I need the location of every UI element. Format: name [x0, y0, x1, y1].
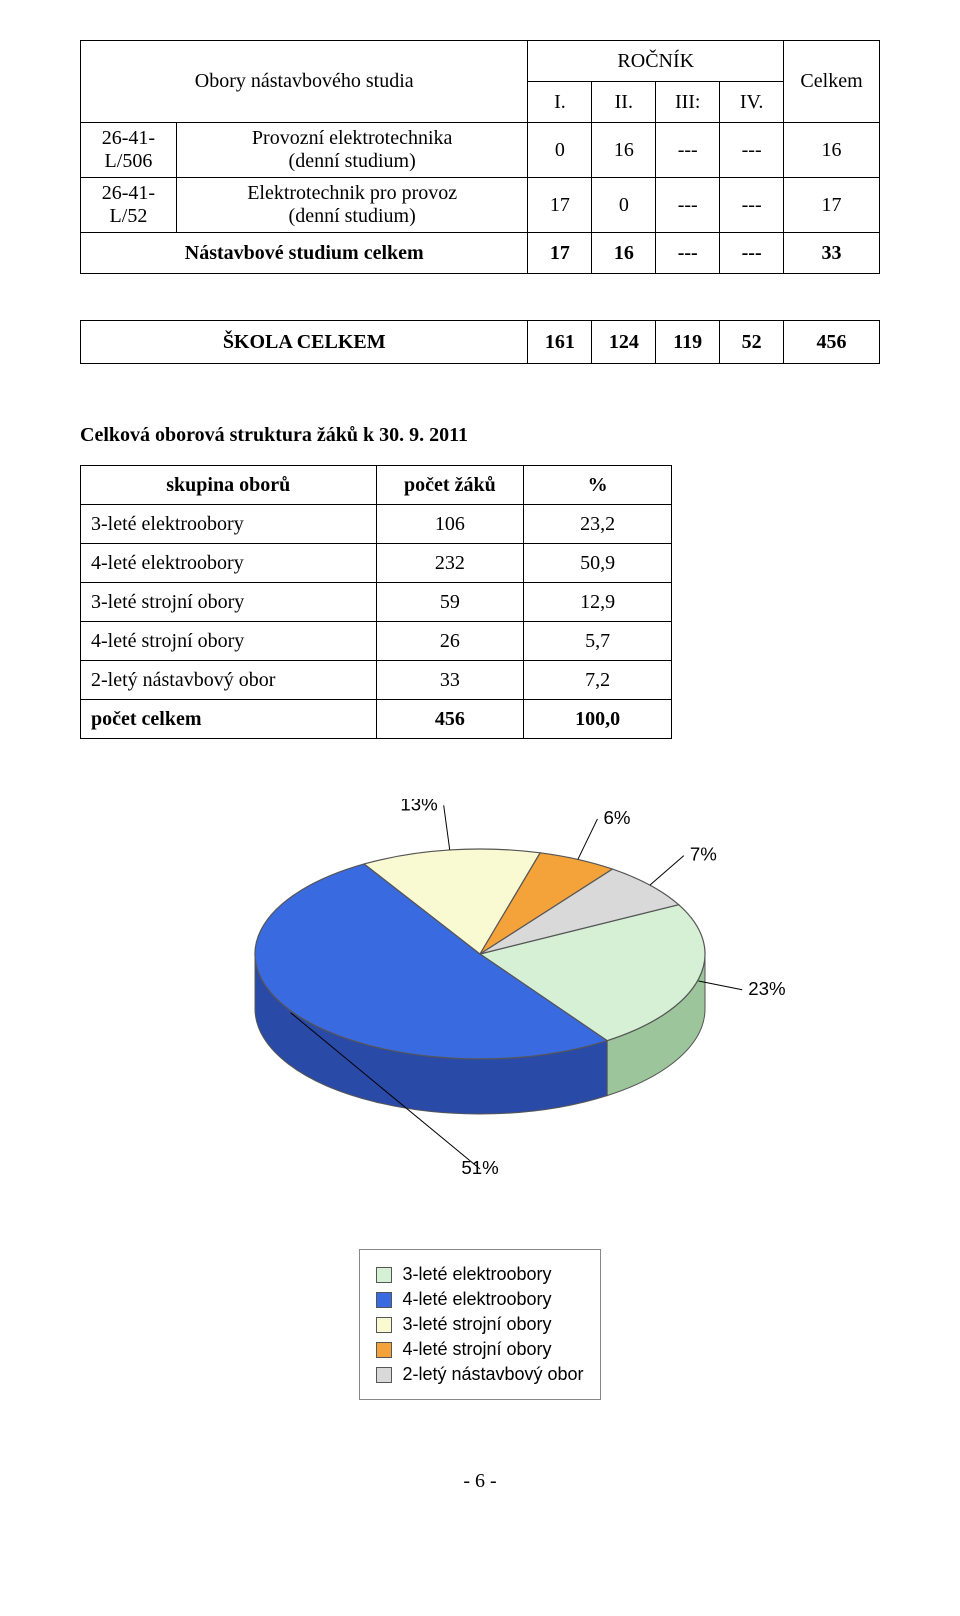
cell: 2-letý nástavbový obor [81, 661, 377, 700]
chart-legend: 3-leté elektroobory 4-leté elektroobory 3-… [359, 1249, 600, 1400]
cell: 50,9 [524, 544, 672, 583]
cell: 4-leté elektroobory [81, 544, 377, 583]
legend-label: 2-letý nástavbový obor [402, 1364, 583, 1385]
cell: 456 [784, 321, 880, 364]
cell: 3-leté elektroobory [81, 505, 377, 544]
legend-swatch [376, 1342, 392, 1358]
cell: 26 [376, 622, 524, 661]
cell: 16 [784, 123, 880, 178]
cell: 232 [376, 544, 524, 583]
legend-label: 4-leté elektroobory [402, 1289, 551, 1310]
skola-label: ŠKOLA CELKEM [81, 321, 528, 364]
table-row: 2-letý nástavbový obor 33 7,2 [81, 661, 672, 700]
cell: --- [720, 123, 784, 178]
cell: 0 [528, 123, 592, 178]
cell: počet celkem [81, 700, 377, 739]
legend-item: 3-leté strojní obory [376, 1314, 583, 1335]
struktura-table: skupina oborů počet žáků % 3-leté elektr… [80, 465, 672, 739]
pie-chart: 23% 51% 13% 6% 7% [160, 799, 800, 1219]
cell: 17 [528, 178, 592, 233]
table-row: 4-leté strojní obory 26 5,7 [81, 622, 672, 661]
cell: --- [656, 123, 720, 178]
cell: 33 [784, 233, 880, 274]
cell: 119 [656, 321, 720, 364]
cell: 17 [528, 233, 592, 274]
cell: 3-leté strojní obory [81, 583, 377, 622]
header-col-4: IV. [720, 82, 784, 123]
cell: 16 [592, 123, 656, 178]
row-name: Provozní elektrotechnika (denní studium) [176, 123, 528, 178]
svg-text:7%: 7% [690, 844, 717, 865]
svg-text:51%: 51% [461, 1157, 498, 1178]
cell: --- [720, 233, 784, 274]
cell: --- [720, 178, 784, 233]
cell: 161 [528, 321, 592, 364]
header-celkem: Celkem [784, 41, 880, 123]
header-col-2: II. [592, 82, 656, 123]
table-row: 4-leté elektroobory 232 50,9 [81, 544, 672, 583]
svg-text:23%: 23% [748, 978, 785, 999]
cell: 0 [592, 178, 656, 233]
table-sum-row: počet celkem 456 100,0 [81, 700, 672, 739]
section-title: Celková oborová struktura žáků k 30. 9. … [80, 424, 880, 447]
cell: 456 [376, 700, 524, 739]
cell: 12,9 [524, 583, 672, 622]
study-programs-table: Obory nástavbového studia ROČNÍK Celkem … [80, 40, 880, 274]
t3-header: % [524, 466, 672, 505]
sum-label: Nástavbové studium celkem [81, 233, 528, 274]
cell: 33 [376, 661, 524, 700]
cell: 4-leté strojní obory [81, 622, 377, 661]
table-row: 3-leté elektroobory 106 23,2 [81, 505, 672, 544]
cell: --- [656, 233, 720, 274]
cell: 52 [720, 321, 784, 364]
svg-text:13%: 13% [400, 799, 437, 814]
legend-item: 3-leté elektroobory [376, 1264, 583, 1285]
legend-item: 4-leté strojní obory [376, 1339, 583, 1360]
legend-item: 2-letý nástavbový obor [376, 1364, 583, 1385]
header-col-1: I. [528, 82, 592, 123]
legend-swatch [376, 1292, 392, 1308]
cell: 59 [376, 583, 524, 622]
header-rocnik: ROČNÍK [528, 41, 784, 82]
header-col-3: III: [656, 82, 720, 123]
cell: 100,0 [524, 700, 672, 739]
cell: 124 [592, 321, 656, 364]
legend-label: 3-leté strojní obory [402, 1314, 551, 1335]
cell: 16 [592, 233, 656, 274]
t3-header: počet žáků [376, 466, 524, 505]
legend-swatch [376, 1267, 392, 1283]
row-code: 26-41-L/52 [81, 178, 177, 233]
header-name: Obory nástavbového studia [81, 41, 528, 123]
table-row: 26-41-L/52 Elektrotechnik pro provoz (de… [81, 178, 880, 233]
skola-celkem-table: ŠKOLA CELKEM 161 124 119 52 456 [80, 320, 880, 364]
cell: 5,7 [524, 622, 672, 661]
table-sum-row: Nástavbové studium celkem 17 16 --- --- … [81, 233, 880, 274]
cell: 23,2 [524, 505, 672, 544]
table-row: 3-leté strojní obory 59 12,9 [81, 583, 672, 622]
legend-swatch [376, 1317, 392, 1333]
cell: 7,2 [524, 661, 672, 700]
cell: --- [656, 178, 720, 233]
legend-swatch [376, 1367, 392, 1383]
page-number: - 6 - [80, 1470, 880, 1493]
cell: 17 [784, 178, 880, 233]
t3-header: skupina oborů [81, 466, 377, 505]
row-code: 26-41-L/506 [81, 123, 177, 178]
row-name: Elektrotechnik pro provoz (denní studium… [176, 178, 528, 233]
pie-chart-wrap: 23% 51% 13% 6% 7% [80, 799, 880, 1219]
table-row: 26-41-L/506 Provozní elektrotechnika (de… [81, 123, 880, 178]
legend-item: 4-leté elektroobory [376, 1289, 583, 1310]
legend-label: 3-leté elektroobory [402, 1264, 551, 1285]
svg-text:6%: 6% [603, 807, 630, 828]
cell: 106 [376, 505, 524, 544]
legend-label: 4-leté strojní obory [402, 1339, 551, 1360]
